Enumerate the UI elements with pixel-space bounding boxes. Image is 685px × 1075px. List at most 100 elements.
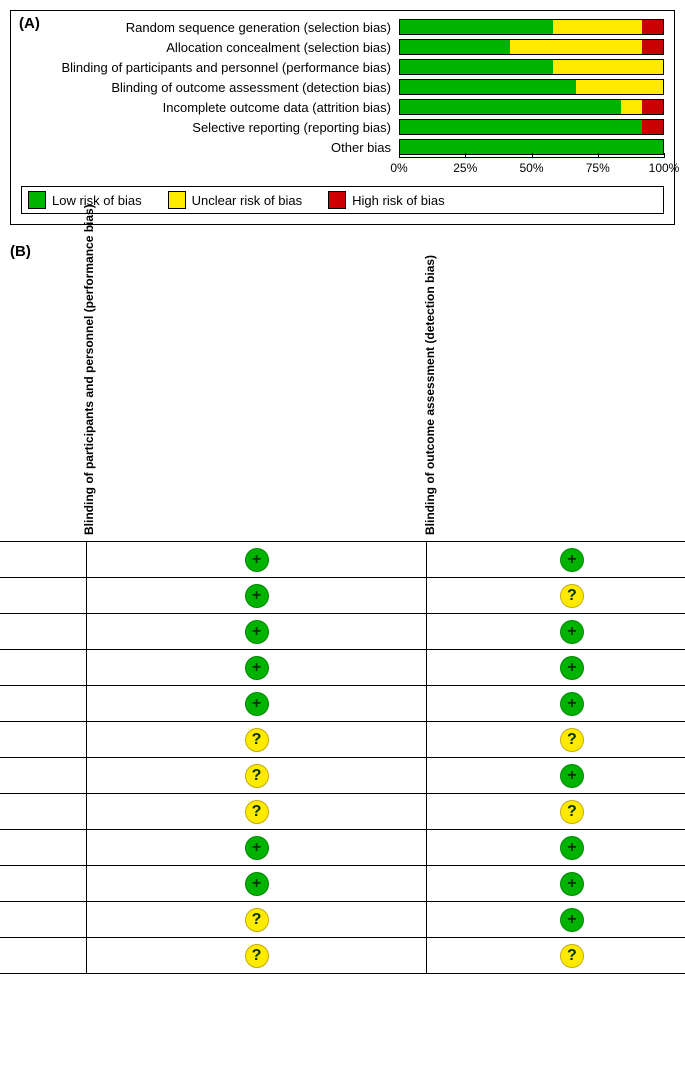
legend-unclear-label: Unclear risk of bias [192,193,303,208]
bar-segment-high [642,100,663,114]
matrix-row: Lindor 1994+++++++ [0,650,685,686]
matrix-cell: ? [427,938,685,974]
matrix-cell: ? [0,758,86,794]
matrix-cell: + [0,614,86,650]
bar-segment-unclear [553,60,663,74]
low-risk-icon: + [560,656,584,680]
bar-rows: Random sequence generation (selection bi… [21,19,664,155]
legend-low-label: Low risk of bias [52,193,142,208]
low-risk-icon: + [560,764,584,788]
bar-segment-low [400,60,553,74]
low-risk-icon: + [560,548,584,572]
matrix-cell: + [427,902,685,938]
stacked-bar [399,59,664,75]
unclear-risk-icon: ? [245,944,269,968]
unclear-risk-icon: ? [245,728,269,752]
low-risk-icon: + [245,692,269,716]
bar-row: Blinding of participants and personnel (… [21,59,664,75]
legend: Low risk of bias Unclear risk of bias Hi… [21,186,664,214]
bar-row: Allocation concealment (selection bias) [21,39,664,55]
bar-segment-low [400,20,553,34]
matrix-cell: − [0,902,86,938]
bar-segment-low [400,140,663,154]
matrix-col-header: Blinding of outcome assessment (detectio… [427,266,685,542]
matrix-cell: ? [86,758,427,794]
matrix-row: Heathcote 1994+++++++ [0,614,685,650]
matrix-row: Silveira 2017+???+++ [0,794,685,830]
matrix-row: Combes 1995??+++++ [0,542,685,578]
bar-segment-unclear [621,100,642,114]
matrix-row: ter Borg 2004+++++++ [0,866,685,902]
low-risk-icon: + [245,548,269,572]
stacked-bar [399,119,664,135]
matrix-cell: ? [427,722,685,758]
matrix-cell: ? [86,722,427,758]
matrix-row: Gonzalez-Koch 1997??+??++ [0,578,685,614]
low-risk-icon: + [245,836,269,860]
risk-of-bias-matrix: Random sequence generation (selection bi… [0,266,685,974]
bar-segment-unclear [576,80,663,94]
matrix-cell: ? [86,938,427,974]
bar-row-label: Allocation concealment (selection bias) [21,40,399,55]
low-risk-icon: + [245,620,269,644]
low-risk-icon: + [560,836,584,860]
unclear-risk-icon: ? [245,800,269,824]
bar-row: Blinding of outcome assessment (detectio… [21,79,664,95]
bar-row-label: Random sequence generation (selection bi… [21,20,399,35]
legend-unclear: Unclear risk of bias [168,191,303,209]
matrix-row: Poupon 1991???++++ [0,758,685,794]
panel-b: (B) Random sequence generation (selectio… [10,243,675,974]
matrix-cell: ? [0,722,86,758]
low-risk-icon: + [245,656,269,680]
bar-row: Other bias [21,139,664,155]
unclear-risk-icon: ? [560,944,584,968]
panel-a-body: Random sequence generation (selection bi… [21,19,664,214]
matrix-cell: + [86,830,427,866]
axis-tick-label: 75% [586,161,610,175]
matrix-cell: + [427,830,685,866]
bar-segment-low [400,80,576,94]
bar-segment-unclear [553,20,642,34]
panel-a-label: (A) [19,15,40,32]
matrix-cell: ? [0,938,86,974]
matrix-cell: + [86,614,427,650]
matrix-cell: + [427,650,685,686]
axis-tick-label: 25% [453,161,477,175]
axis-tick-label: 0% [390,161,407,175]
matrix-row: Vuoristo 1995−−?++++ [0,902,685,938]
matrix-cell: + [86,578,427,614]
matrix-row: Pares 2000+???+++ [0,722,685,758]
matrix-row: Talwalkar 2006+++++++ [0,830,685,866]
panel-a: (A) Random sequence generation (selectio… [10,10,675,225]
matrix-cell: + [427,866,685,902]
unclear-risk-icon: ? [560,728,584,752]
low-risk-icon: + [245,584,269,608]
matrix-cell: + [86,686,427,722]
unclear-risk-icon: ? [560,800,584,824]
bar-row-label: Blinding of participants and personnel (… [21,60,399,75]
stacked-bar [399,19,664,35]
bar-row-label: Incomplete outcome data (attrition bias) [21,100,399,115]
stacked-bar [399,99,664,115]
matrix-wrap: Random sequence generation (selection bi… [10,266,675,974]
bar-row: Selective reporting (reporting bias) [21,119,664,135]
matrix-cell: + [427,686,685,722]
low-risk-icon: + [560,872,584,896]
bar-segment-unclear [510,40,642,54]
unclear-risk-icon: ? [560,584,584,608]
bar-segment-low [400,40,510,54]
matrix-cell: ? [0,578,86,614]
matrix-cell: + [86,650,427,686]
matrix-cell: ? [0,794,86,830]
matrix-cell: ? [86,794,427,830]
axis-tick-label: 50% [519,161,543,175]
matrix-cell: + [427,758,685,794]
matrix-cell: + [0,866,86,902]
bar-row: Random sequence generation (selection bi… [21,19,664,35]
low-risk-icon: + [560,692,584,716]
unclear-risk-icon: ? [245,764,269,788]
stacked-bar [399,39,664,55]
bar-segment-high [642,20,663,34]
bar-row-label: Selective reporting (reporting bias) [21,120,399,135]
matrix-cell: + [427,542,685,578]
